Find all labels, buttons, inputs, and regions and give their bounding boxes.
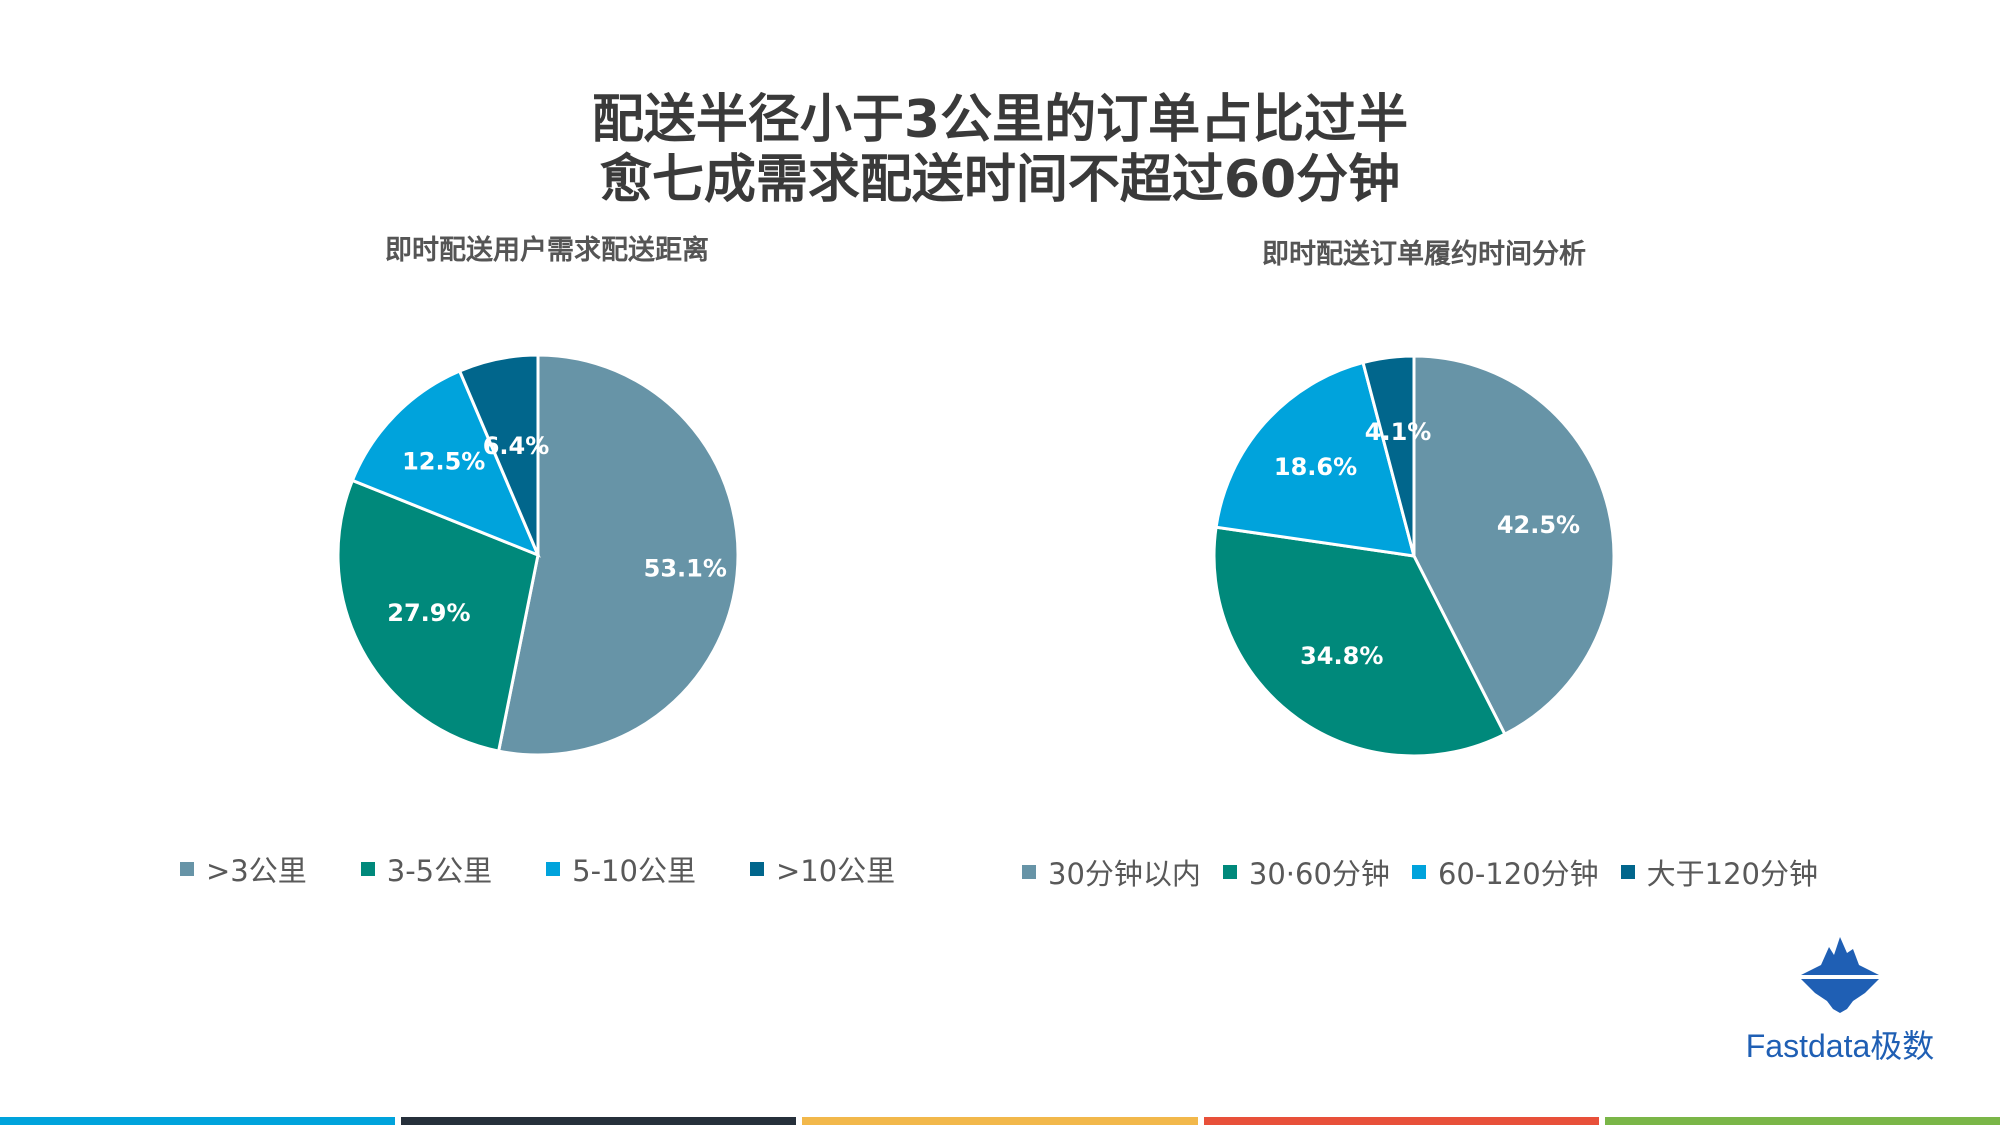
pie-slice-2 bbox=[336, 478, 540, 753]
chart-title-distance: 即时配送用户需求配送距离 bbox=[385, 235, 709, 266]
legend-swatch bbox=[749, 862, 764, 876]
legend-label: >10公里 bbox=[775, 854, 896, 888]
legend-item: >10公里 bbox=[749, 848, 896, 890]
pie-data-label-3: 18.6% bbox=[1274, 453, 1357, 481]
pie-chart-fulfillment-time: 42.5% 34.8% 18.6% 4.1% bbox=[1212, 354, 1616, 758]
pie-slice-4 bbox=[457, 353, 540, 556]
pie-data-label-1: 53.1% bbox=[644, 555, 727, 583]
legend-item: 5-10公里 bbox=[546, 848, 696, 890]
legend-label: >3公里 bbox=[206, 854, 307, 888]
brand-logo-text: Fastdata极数 bbox=[1745, 1028, 1935, 1064]
pie-slice-3 bbox=[1214, 360, 1417, 558]
legend-distance: >3公里 3-5公里 5-10公里 >10公里 bbox=[180, 848, 949, 890]
pie-data-label-4: 4.1% bbox=[1365, 418, 1432, 446]
bottom-bar-segment bbox=[1203, 1117, 1599, 1125]
legend-swatch bbox=[546, 862, 561, 876]
legend-swatch bbox=[1222, 865, 1237, 879]
legend-item: 30分钟以内 bbox=[1022, 851, 1201, 893]
legend-swatch bbox=[180, 862, 194, 876]
brand-logo: Fastdata极数 bbox=[1730, 935, 1950, 1067]
bottom-bar-segment bbox=[0, 1117, 396, 1125]
page-title-line-2: 愈七成需求配送时间不超过60分钟 bbox=[599, 150, 1401, 210]
legend-item: 30·60分钟 bbox=[1222, 851, 1390, 893]
pie-slice-4 bbox=[1361, 354, 1416, 557]
pie-data-label-3: 12.5% bbox=[402, 448, 485, 476]
pie-data-label-2: 34.8% bbox=[1300, 642, 1383, 670]
legend-swatch bbox=[1022, 865, 1036, 879]
pie-slice-1 bbox=[1412, 354, 1616, 737]
bottom-bar-segment bbox=[401, 1117, 797, 1125]
iceberg-icon bbox=[1801, 937, 1879, 1013]
legend-label: 60-120分钟 bbox=[1437, 857, 1599, 891]
legend-label: 30·60分钟 bbox=[1248, 857, 1390, 891]
page-title-line-1: 配送半径小于3公里的订单占比过半 bbox=[591, 90, 1409, 150]
bottom-bar-segment bbox=[802, 1117, 1198, 1125]
legend-label: 3-5公里 bbox=[386, 854, 493, 888]
legend-label: 5-10公里 bbox=[572, 854, 696, 888]
bottom-color-bar bbox=[0, 1117, 2000, 1125]
pie-data-label-1: 42.5% bbox=[1497, 511, 1580, 539]
pie-slice-1 bbox=[496, 353, 740, 757]
chart-title-fulfillment-time: 即时配送订单履约时间分析 bbox=[1262, 239, 1586, 270]
legend-swatch bbox=[360, 862, 375, 876]
pie-chart-distance: 53.1% 27.9% 12.5%6.4% bbox=[336, 353, 740, 757]
legend-swatch bbox=[1620, 865, 1635, 879]
pie-slice-2 bbox=[1212, 525, 1507, 758]
legend-item: 3-5公里 bbox=[360, 848, 493, 890]
legend-label: 30分钟以内 bbox=[1048, 857, 1201, 891]
legend-item: 大于120分钟 bbox=[1620, 851, 1819, 893]
legend-item: 60-120分钟 bbox=[1411, 851, 1599, 893]
legend-item: >3公里 bbox=[180, 848, 307, 890]
bottom-bar-segment bbox=[1604, 1117, 2000, 1125]
legend-fulfillment-time: 30分钟以内 30·60分钟 60-120分钟 大于120分钟 bbox=[1022, 851, 1840, 893]
legend-swatch bbox=[1411, 865, 1426, 879]
pie-data-label-4: 6.4% bbox=[483, 432, 550, 460]
legend-label: 大于120分钟 bbox=[1646, 857, 1819, 891]
pie-slice-3 bbox=[350, 369, 541, 558]
pie-data-label-2: 27.9% bbox=[387, 599, 470, 627]
